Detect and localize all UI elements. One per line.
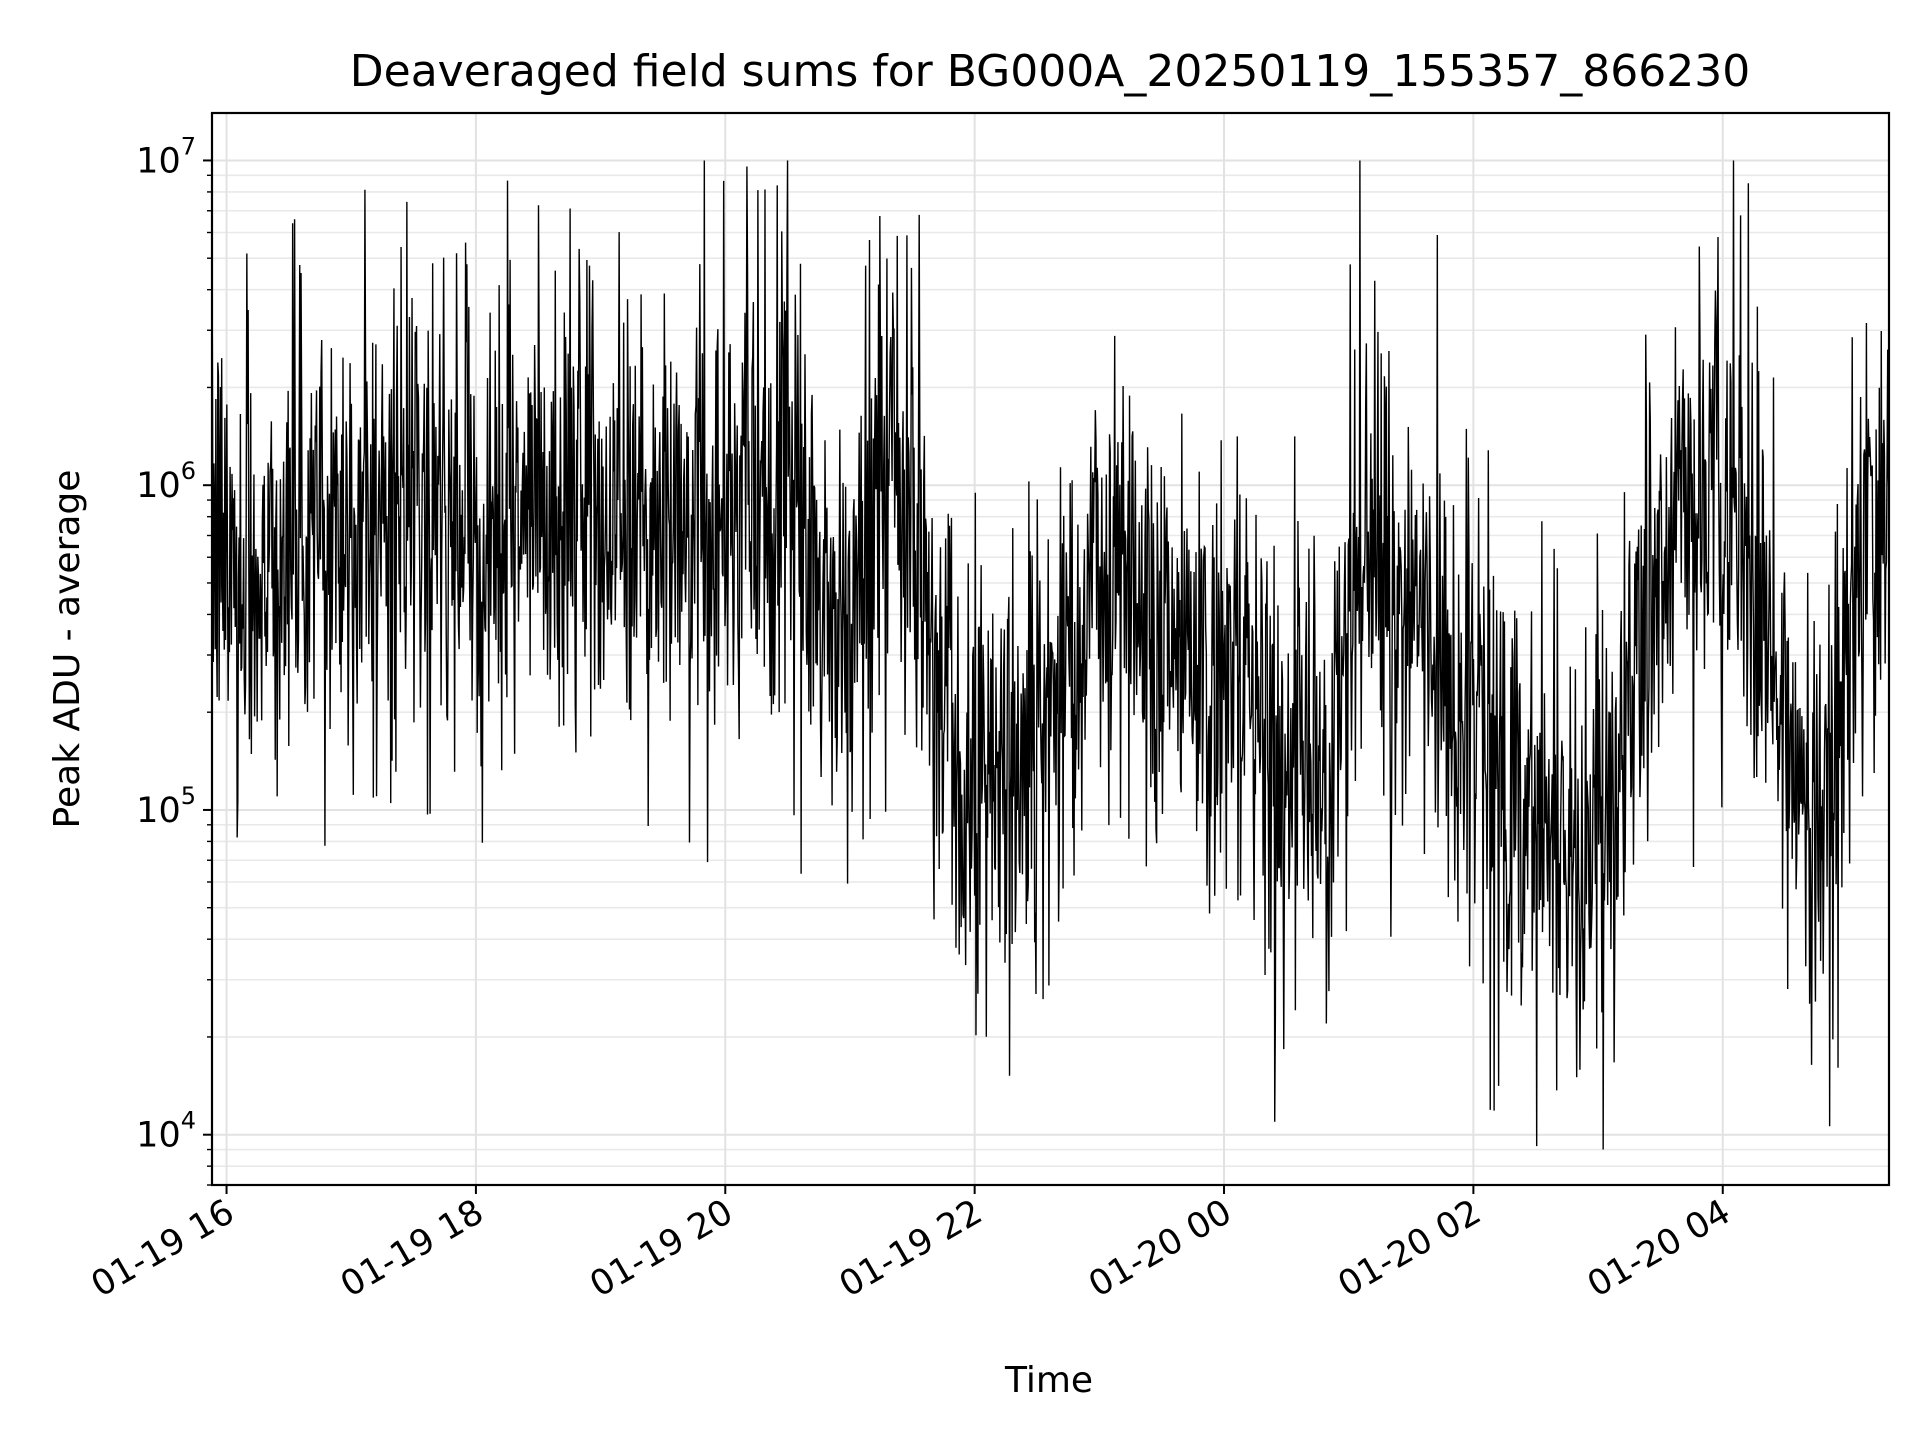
y-tick-label: 106 [136, 457, 196, 506]
x-tick-label: 01-19 22 [833, 1192, 989, 1305]
series-layer [211, 160, 1890, 1150]
y-axis-label: Peak ADU - average [47, 470, 88, 829]
x-tick-label: 01-19 20 [583, 1192, 739, 1305]
x-tick-label: 01-20 02 [1332, 1192, 1488, 1305]
y-tick-label: 107 [136, 132, 196, 181]
chart-title: Deaveraged field sums for BG000A_2025011… [350, 46, 1750, 97]
series-line-0 [211, 160, 1890, 1150]
x-tick-label: 01-19 16 [85, 1192, 241, 1305]
x-tick-label: 01-20 00 [1082, 1192, 1238, 1305]
y-tick-label: 105 [136, 782, 196, 831]
x-tick-label: 01-19 18 [334, 1192, 490, 1305]
y-axis: 104 105 106 107 [136, 132, 212, 1186]
plot-frame [210, 111, 1891, 1187]
x-tick-label: 01-20 04 [1581, 1192, 1737, 1305]
y-tick-label: 104 [136, 1107, 196, 1156]
x-axis: 01-19 16 01-19 18 01-19 20 01-19 22 01-20 00… [85, 1185, 1737, 1305]
x-axis-label: Time [1004, 1360, 1093, 1401]
